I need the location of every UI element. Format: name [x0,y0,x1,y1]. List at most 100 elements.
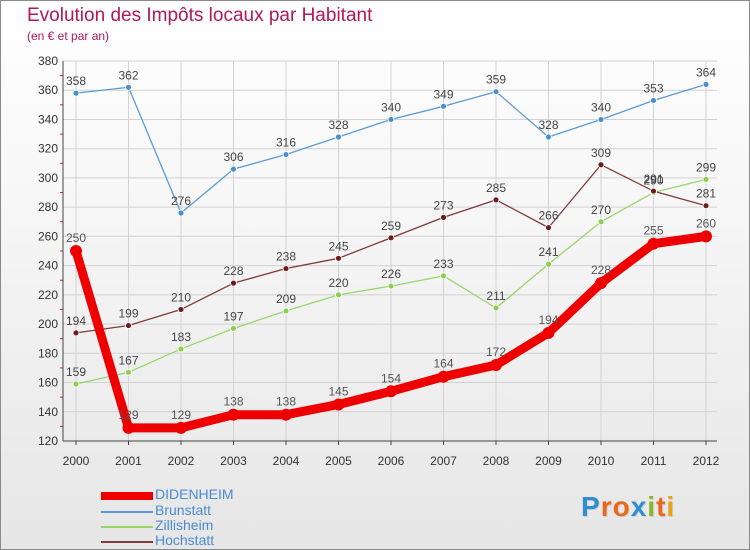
data-point-didenheim-2003 [227,408,240,421]
data-label-brunstatt-2005: 328 [328,118,348,132]
data-label-zillisheim-2012: 299 [696,160,716,174]
y-tick-label-220: 220 [38,288,58,302]
data-label-didenheim-2006: 154 [381,371,401,385]
data-point-didenheim-2010 [595,277,607,290]
legend-label-hochstatt: Hochstatt [155,532,215,548]
proxiti-logo: Proxiti [581,491,675,523]
data-label-zillisheim-2008: 211 [486,289,505,303]
data-point-brunstatt-2003 [230,165,237,173]
data-label-hochstatt-2011: 291 [643,172,663,186]
data-label-didenheim-2008: 172 [486,345,506,359]
data-label-didenheim-2002: 129 [171,408,191,422]
data-point-hochstatt-2004 [282,265,290,272]
data-point-hochstatt-2003 [230,279,237,287]
data-point-brunstatt-2007 [440,102,447,110]
legend-item-brunstatt[interactable]: Brunstatt [101,502,361,520]
data-label-zillisheim-2002: 183 [171,330,191,344]
data-label-brunstatt-2008: 359 [486,73,506,87]
legend-swatch-brunstatt [101,511,153,513]
data-label-hochstatt-2000: 194 [66,314,86,328]
data-point-brunstatt-2008 [492,88,500,96]
data-point-hochstatt-2000 [72,329,80,337]
data-point-zillisheim-2012 [702,175,710,183]
data-point-hochstatt-2006 [387,234,395,242]
x-tick-label-2008: 2008 [483,454,510,468]
chart-title: Evolution des Impôts locaux par Habitant [27,5,373,26]
data-label-didenheim-2011: 255 [643,224,663,238]
legend-item-didenheim[interactable]: DIDENHEIM [101,486,361,504]
data-label-hochstatt-2004: 238 [276,250,296,264]
x-tick-label-2009: 2009 [535,454,562,468]
data-point-zillisheim-2008 [492,304,500,312]
data-point-zillisheim-2001 [125,368,132,376]
data-point-didenheim-2000 [70,245,82,257]
y-tick-label-200: 200 [38,317,58,331]
data-label-hochstatt-2005: 245 [328,239,348,253]
data-point-brunstatt-2009 [545,133,552,141]
data-point-didenheim-2001 [122,421,135,434]
legend-item-hochstatt[interactable]: Hochstatt [101,532,361,549]
data-label-zillisheim-2009: 241 [538,245,558,259]
data-point-zillisheim-2005 [335,291,342,299]
data-label-zillisheim-2011: 290 [643,174,663,188]
data-point-hochstatt-2005 [335,254,342,262]
data-label-didenheim-2001: 129 [118,408,138,422]
y-tick-label-300: 300 [38,171,58,185]
x-tick-label-2000: 2000 [63,454,90,468]
data-point-brunstatt-2001 [125,83,132,91]
data-label-hochstatt-2008: 285 [486,181,506,195]
data-label-hochstatt-2012: 281 [696,187,716,201]
legend-label-brunstatt: Brunstatt [155,502,212,518]
logo-letter: o [612,491,631,522]
data-point-brunstatt-2004 [282,151,290,158]
legend-item-zillisheim[interactable]: Zillisheim [101,517,361,535]
data-label-zillisheim-2001: 167 [118,353,138,367]
data-point-hochstatt-2008 [492,196,500,204]
data-label-didenheim-2000: 250 [66,231,86,245]
data-label-brunstatt-2001: 362 [118,68,138,82]
data-label-zillisheim-2004: 209 [276,292,296,306]
data-point-didenheim-2011 [647,237,660,250]
data-point-didenheim-2004 [280,408,292,421]
legend-swatch-zillisheim [101,526,153,528]
x-tick-label-2006: 2006 [378,454,405,468]
y-tick-label-140: 140 [38,405,58,419]
data-label-zillisheim-2007: 233 [433,257,453,271]
data-point-zillisheim-2002 [177,345,185,353]
data-label-didenheim-2007: 164 [433,357,453,371]
data-point-brunstatt-2012 [702,80,710,88]
data-point-hochstatt-2009 [545,224,552,232]
x-tick-label-2012: 2012 [693,454,720,468]
data-label-hochstatt-2001: 199 [118,307,138,321]
data-point-didenheim-2005 [332,398,345,411]
data-label-hochstatt-2006: 259 [381,219,401,233]
data-point-zillisheim-2006 [387,282,395,290]
data-point-zillisheim-2003 [230,325,237,332]
data-label-zillisheim-2010: 270 [591,203,611,217]
data-point-brunstatt-2006 [387,116,395,123]
x-tick-label-2005: 2005 [325,454,352,468]
y-tick-label-360: 360 [38,83,58,97]
x-tick-label-2002: 2002 [168,454,195,468]
logo-letter: i [666,491,676,522]
data-label-brunstatt-2006: 340 [381,100,401,114]
y-tick-label-320: 320 [38,142,58,156]
data-point-brunstatt-2011 [650,97,657,104]
data-point-hochstatt-2002 [177,306,185,313]
data-label-didenheim-2005: 145 [328,384,348,398]
y-tick-label-280: 280 [38,200,58,214]
legend-swatch-didenheim [101,492,153,500]
data-point-brunstatt-2005 [335,133,342,141]
data-label-hochstatt-2009: 266 [538,209,558,223]
data-label-didenheim-2003: 138 [223,395,243,409]
legend-swatch-hochstatt [101,541,153,543]
data-point-zillisheim-2004 [282,307,290,315]
data-label-brunstatt-2011: 353 [643,81,663,95]
data-point-zillisheim-2009 [545,260,552,268]
data-label-brunstatt-2007: 349 [433,87,453,101]
data-point-hochstatt-2011 [650,187,657,195]
data-point-brunstatt-2010 [597,116,605,123]
x-tick-label-2003: 2003 [220,454,247,468]
